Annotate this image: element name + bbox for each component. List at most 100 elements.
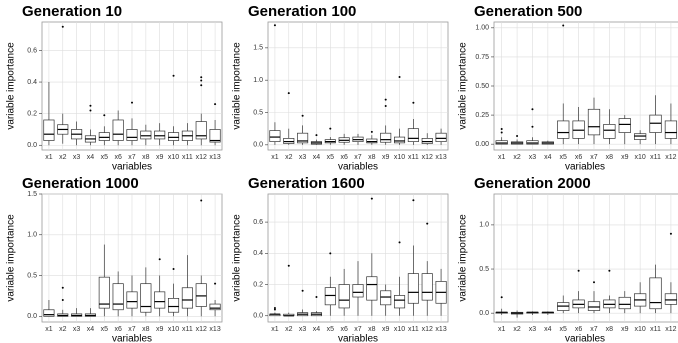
x-tick-label: x12 — [422, 326, 433, 333]
x-tick-label: x5 — [327, 326, 335, 333]
outlier — [669, 232, 672, 235]
y-tick-label: 0.75 — [475, 54, 489, 61]
box — [618, 118, 631, 133]
x-tick-label: x4 — [313, 326, 321, 333]
x-tick-label: x1 — [271, 326, 279, 333]
x-tick-label: x5 — [327, 154, 335, 161]
y-axis-label: variable importance — [232, 214, 243, 302]
outlier — [200, 84, 203, 87]
x-tick-label: x11 — [408, 154, 419, 161]
outlier — [287, 264, 290, 267]
x-tick-label: x11 — [408, 326, 419, 333]
box — [338, 284, 350, 309]
x-tick-label: x4 — [313, 154, 321, 161]
box — [167, 132, 180, 141]
x-tick-label: x2 — [59, 154, 67, 161]
x-tick-label: x8 — [606, 326, 614, 333]
y-axis-label: variable importance — [458, 42, 469, 130]
y-tick-label: 0.6 — [253, 219, 263, 226]
x-tick-label: x3 — [299, 326, 307, 333]
panel: Generation 2000 variable importance variab… — [458, 175, 678, 343]
outlier — [61, 298, 64, 301]
x-tick-label: x2 — [285, 154, 293, 161]
outlier — [516, 135, 519, 138]
chart-title: Generation 10 — [22, 3, 122, 20]
box — [664, 293, 678, 305]
x-tick-label: x8 — [606, 154, 614, 161]
box — [421, 273, 433, 301]
box — [380, 132, 392, 143]
x-tick-label: x4 — [87, 326, 95, 333]
outlier — [61, 286, 64, 289]
x-tick-label: x1 — [45, 326, 53, 333]
outlier — [158, 258, 161, 261]
outlier — [398, 75, 401, 78]
x-tick-label: x6 — [340, 326, 348, 333]
y-tick-label: 0.4 — [27, 79, 37, 86]
outlier — [500, 128, 503, 131]
y-tick-label: 0.0 — [27, 142, 37, 149]
x-tick-label: x7 — [590, 154, 598, 161]
box — [393, 295, 406, 309]
x-tick-label: x7 — [128, 326, 136, 333]
box — [421, 138, 433, 144]
outlier — [608, 269, 611, 272]
outlier — [200, 76, 203, 79]
x-tick-label: x4 — [87, 154, 95, 161]
box — [112, 283, 124, 311]
box — [269, 130, 281, 142]
box — [366, 276, 378, 301]
chart-title: Generation 1600 — [248, 175, 365, 192]
x-tick-label: x2 — [285, 326, 293, 333]
y-tick-label: 0.25 — [475, 112, 489, 119]
box — [209, 303, 221, 311]
x-tick-label: x2 — [59, 326, 67, 333]
x-axis-label: variables — [338, 162, 378, 173]
x-tick-label: x13 — [209, 154, 220, 161]
chart-title: Generation 2000 — [474, 175, 591, 192]
x-tick-label: x2 — [513, 326, 521, 333]
outlier — [89, 104, 92, 107]
outlier — [412, 199, 415, 202]
x-tick-label: x11 — [650, 326, 661, 333]
x-tick-label: x10 — [168, 326, 179, 333]
box — [126, 129, 138, 141]
x-tick-label: x9 — [621, 326, 629, 333]
y-tick-label: 1.00 — [475, 25, 489, 32]
y-tick-label: 0.4 — [253, 250, 263, 257]
chart-title: Generation 1000 — [22, 175, 139, 192]
box — [140, 283, 152, 313]
x-tick-label: x7 — [354, 326, 362, 333]
x-tick-label: x8 — [142, 326, 150, 333]
x-tick-label: x6 — [114, 154, 122, 161]
box — [407, 273, 419, 304]
y-tick-label: 0.2 — [253, 281, 263, 288]
box — [649, 277, 662, 310]
chart-title: Generation 500 — [474, 3, 582, 20]
box — [352, 284, 364, 298]
x-axis-label: variables — [112, 334, 152, 343]
x-tick-label: x5 — [560, 326, 568, 333]
y-axis-label: variable importance — [458, 214, 469, 302]
x-tick-label: x3 — [529, 326, 537, 333]
box — [126, 291, 138, 309]
box — [98, 276, 110, 309]
x-tick-label: x11 — [182, 154, 193, 161]
panel: Generation 10 variable importance variable… — [6, 3, 223, 173]
box — [154, 130, 166, 140]
x-tick-label: x6 — [575, 326, 583, 333]
x-axis-label: variables — [338, 334, 378, 343]
panel: Generation 1000 variable importance variab… — [6, 175, 223, 343]
x-tick-label: x10 — [168, 154, 179, 161]
box — [407, 128, 419, 142]
box — [664, 120, 678, 139]
box — [366, 138, 378, 144]
y-tick-label: 0.0 — [27, 313, 37, 320]
x-tick-label: x13 — [209, 326, 220, 333]
box — [283, 138, 295, 144]
outlier — [315, 296, 318, 299]
box — [43, 119, 55, 141]
outlier — [500, 131, 503, 134]
x-tick-label: x3 — [529, 154, 537, 161]
x-tick-label: x11 — [650, 154, 661, 161]
